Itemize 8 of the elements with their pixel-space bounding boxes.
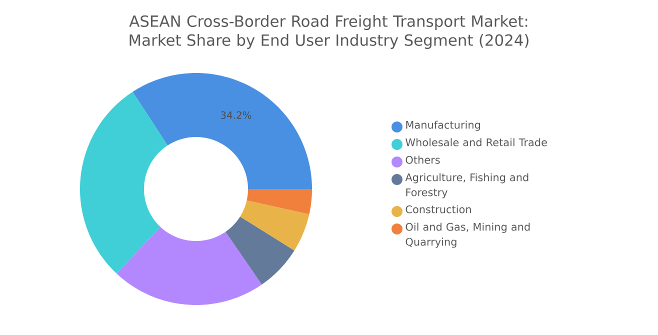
- legend-label: Oil and Gas, Mining and Quarrying: [406, 222, 530, 248]
- legend-label: Construction: [406, 205, 471, 214]
- legend-label: Manufacturing: [406, 120, 480, 131]
- legend-label: Wholesale and Retail Trade: [406, 138, 547, 146]
- chart-title: ASEAN Cross-Border Road Freight Transport Market: Market Share by End User Industry Segment (2024): [129, 15, 528, 49]
- legend-label: Agriculture, Fishing and Forestry: [405, 173, 528, 198]
- data-label: 34.2%: [220, 111, 252, 119]
- legend-label: Others: [406, 156, 440, 164]
